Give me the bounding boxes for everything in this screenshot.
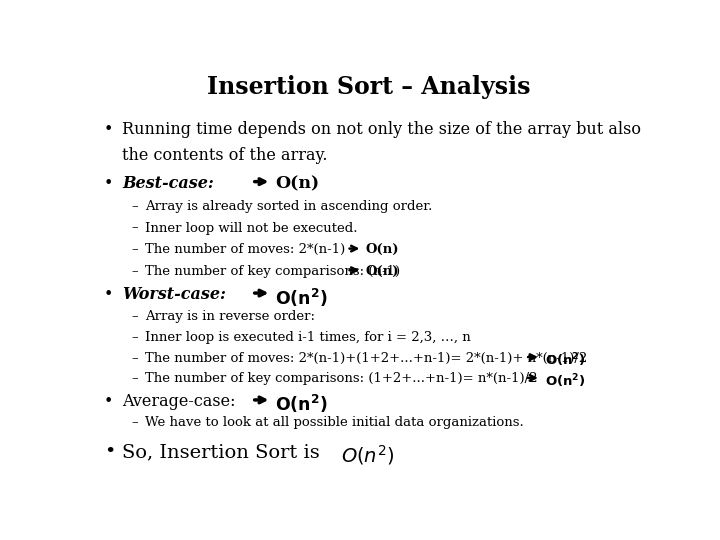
Text: –: – [132, 243, 138, 256]
Text: O(n): O(n) [366, 243, 399, 256]
Text: Running time depends on not only the size of the array but also: Running time depends on not only the siz… [122, 121, 642, 138]
Text: –: – [132, 373, 138, 386]
Text: Inner loop will not be executed.: Inner loop will not be executed. [145, 221, 357, 234]
Text: Inner loop is executed i-1 times, for i = 2,3, …, n: Inner loop is executed i-1 times, for i … [145, 331, 470, 344]
Text: –: – [132, 310, 138, 323]
Text: $\mathbf{O(n^2)}$: $\mathbf{O(n^2)}$ [275, 286, 328, 308]
Text: $\mathbf{O(n^2)}$: $\mathbf{O(n^2)}$ [545, 373, 585, 390]
Text: Insertion Sort – Analysis: Insertion Sort – Analysis [207, 75, 531, 99]
Text: •: • [104, 175, 113, 192]
Text: $\mathbf{O(n^2)}$: $\mathbf{O(n^2)}$ [545, 352, 585, 369]
Text: The number of moves: 2*(n-1)+(1+2+...+n-1)= 2*(n-1)+ n*(n-1)/2: The number of moves: 2*(n-1)+(1+2+...+n-… [145, 352, 587, 365]
Text: The number of key comparisons: (1+2+...+n-1)= n*(n-1)/2: The number of key comparisons: (1+2+...+… [145, 373, 537, 386]
Text: •: • [104, 443, 115, 461]
Text: –: – [132, 352, 138, 365]
Text: •: • [104, 121, 113, 138]
Text: Worst-case:: Worst-case: [122, 286, 226, 303]
Text: We have to look at all possible initial data organizations.: We have to look at all possible initial … [145, 416, 523, 429]
Text: $\mathbf{O(n^2)}$: $\mathbf{O(n^2)}$ [275, 393, 328, 415]
Text: –: – [132, 200, 138, 213]
Text: So, Insertion Sort is: So, Insertion Sort is [122, 443, 326, 461]
Text: O(n): O(n) [366, 265, 399, 278]
Text: the contents of the array.: the contents of the array. [122, 147, 328, 164]
Text: Best-case:: Best-case: [122, 175, 214, 192]
Text: The number of key comparisons: (n-1): The number of key comparisons: (n-1) [145, 265, 400, 278]
Text: –: – [132, 265, 138, 278]
Text: –: – [132, 416, 138, 429]
Text: $O(n^2)$: $O(n^2)$ [341, 443, 395, 467]
Text: The number of moves: 2*(n-1): The number of moves: 2*(n-1) [145, 243, 345, 256]
Text: –: – [132, 331, 138, 344]
Text: O(n): O(n) [275, 175, 320, 192]
Text: •: • [104, 286, 113, 303]
Text: Array is in reverse order:: Array is in reverse order: [145, 310, 315, 323]
Text: Average-case:: Average-case: [122, 393, 236, 410]
Text: –: – [132, 221, 138, 234]
Text: •: • [104, 393, 113, 410]
Text: Array is already sorted in ascending order.: Array is already sorted in ascending ord… [145, 200, 432, 213]
